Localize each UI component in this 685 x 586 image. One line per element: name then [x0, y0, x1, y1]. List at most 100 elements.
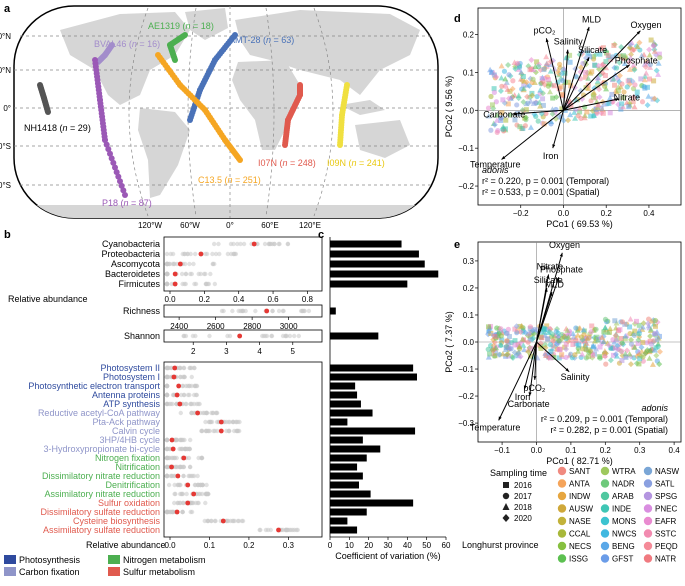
sample-diamond — [517, 329, 524, 336]
landmasses — [14, 8, 438, 218]
legend-shape-square — [503, 482, 509, 488]
function-label: Reductive acetyl-CoA pathway — [38, 408, 161, 418]
cv-tick: 10 — [345, 541, 354, 550]
sample-diamond — [493, 74, 500, 81]
y-tick: 0.2 — [463, 284, 475, 293]
sample-circle — [499, 83, 505, 89]
sample-triangle — [605, 329, 612, 335]
sample-diamond — [563, 346, 570, 353]
sample-dot — [195, 473, 200, 479]
function-label: Photosystem I — [103, 372, 160, 382]
sample-circle — [621, 89, 627, 95]
function-tick: 0.2 — [243, 541, 255, 550]
cv-tick: 30 — [384, 541, 393, 550]
sample-square — [548, 355, 554, 361]
legend-swatch-photosynthesis — [4, 555, 16, 564]
legend-province-swatch — [600, 466, 610, 476]
sample-square — [573, 341, 579, 347]
sample-diamond — [602, 353, 609, 360]
sample-dot — [204, 410, 210, 416]
sample-triangle — [581, 114, 588, 121]
vector-silicate — [563, 57, 590, 111]
sample-dot — [187, 464, 193, 470]
sample-square — [612, 345, 618, 351]
sample-square — [637, 356, 643, 362]
sample-square — [626, 104, 632, 110]
sample-dot — [209, 518, 214, 524]
vector-arrowhead — [636, 30, 641, 35]
sample-triangle — [651, 347, 658, 353]
function-label: Photosynthetic electron transport — [28, 381, 160, 391]
y-tick: −0.2 — [458, 182, 474, 191]
sample-square — [652, 323, 658, 329]
sample-square — [597, 354, 603, 360]
legend-time-title: Sampling time — [490, 468, 547, 478]
sample-dot — [198, 271, 203, 277]
sample-dot — [171, 392, 176, 398]
sample-diamond — [650, 43, 657, 50]
sample-dot — [258, 527, 263, 533]
sample-square — [585, 354, 591, 360]
median-dot — [176, 383, 182, 389]
sample-square — [550, 95, 556, 101]
sample-square — [540, 102, 546, 108]
sample-dot — [172, 482, 177, 488]
taxa-xlabel: Relative abundance — [8, 294, 88, 304]
sample-dot — [187, 261, 192, 267]
sample-diamond — [509, 354, 516, 361]
sample-diamond — [612, 332, 619, 339]
sample-circle — [508, 346, 514, 352]
legend-province-code: GFST — [612, 555, 633, 564]
legend-province-code: MONS — [612, 517, 636, 526]
sample-triangle — [594, 337, 601, 343]
sample-square — [656, 51, 662, 57]
sample-dot — [180, 383, 186, 389]
sample-dot — [260, 333, 265, 339]
sample-dot — [178, 410, 183, 416]
sample-circle — [646, 316, 652, 322]
sample-diamond — [642, 63, 649, 70]
sample-dot — [230, 518, 235, 524]
sample-triangle — [498, 62, 505, 69]
sample-dot — [175, 464, 180, 470]
sample-triangle — [595, 101, 602, 108]
sample-square — [588, 113, 594, 119]
lat-label-60n: 60°N — [0, 32, 11, 41]
sample-diamond — [528, 56, 535, 63]
stats-spatial: r² = 0.533, p = 0.001 (Spatial) — [482, 187, 600, 197]
function-label: ATP synthesis — [103, 399, 160, 409]
legend-shape-triangle — [502, 503, 510, 510]
median-dot — [175, 473, 181, 479]
sample-square — [520, 125, 526, 131]
sample-square — [492, 353, 498, 359]
sample-triangle — [497, 341, 504, 348]
median-dot — [276, 527, 281, 533]
sample-square — [503, 345, 509, 351]
sample-triangle — [515, 92, 522, 98]
sample-point — [107, 150, 113, 157]
legend-province-swatch — [643, 479, 653, 488]
sample-square — [600, 62, 606, 68]
sample-dot — [210, 251, 215, 257]
legend-province-code: SATL — [655, 480, 675, 489]
x-axis-label: PCo1 ( 82.71 %) — [546, 456, 613, 466]
sample-dot — [170, 455, 176, 461]
sample-diamond — [505, 95, 512, 102]
richness-tick: 3000 — [280, 322, 298, 331]
sample-square — [512, 326, 518, 332]
sample-dot — [187, 473, 192, 479]
sample-square — [584, 109, 590, 115]
sample-square — [633, 318, 639, 324]
sample-square — [532, 327, 538, 333]
sample-square — [592, 62, 598, 68]
sample-dot — [212, 281, 218, 287]
sample-circle — [619, 340, 625, 346]
sample-square — [573, 338, 579, 344]
sample-point — [110, 159, 117, 166]
sample-square — [506, 334, 512, 340]
sample-triangle — [564, 327, 571, 333]
sample-circle — [624, 84, 630, 90]
sample-dot — [189, 271, 195, 277]
panel-label-d: d — [454, 13, 461, 25]
sample-square — [619, 357, 625, 363]
